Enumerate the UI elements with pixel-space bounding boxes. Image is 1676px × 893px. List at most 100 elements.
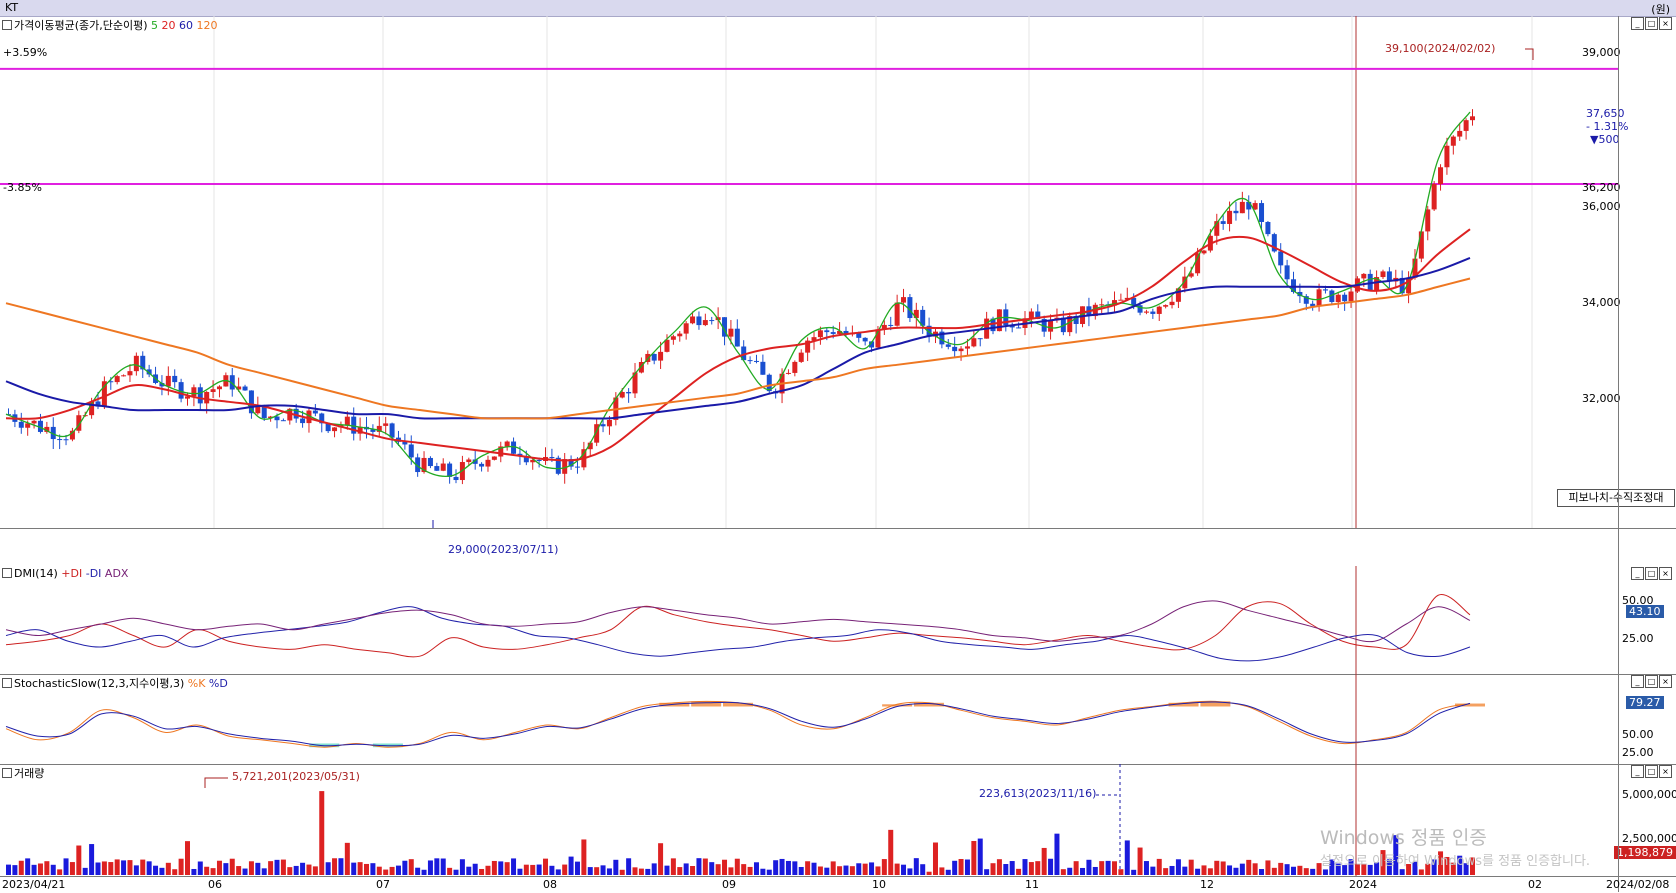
volume-bar bbox=[728, 867, 734, 875]
price-pane[interactable]: 가격이동평균(종가,단순이평) 5 20 60 120 _ □ × +3.59% -… bbox=[0, 16, 1676, 529]
candle-body bbox=[306, 410, 312, 424]
volume-bar bbox=[95, 862, 101, 875]
volume-bar bbox=[1316, 863, 1322, 875]
dmi-tick-25: 25.00 bbox=[1622, 632, 1654, 645]
stochastic-chart[interactable] bbox=[0, 674, 1676, 764]
volume-pane[interactable]: 거래량 _ □ × 5,721,201(2023/05/31) 223,613(20… bbox=[0, 764, 1676, 876]
volume-max-annotation: 5,721,201(2023/05/31) bbox=[232, 770, 360, 783]
candle-body bbox=[479, 463, 485, 467]
pane-min-icon[interactable]: _ bbox=[1631, 675, 1644, 688]
candle-body bbox=[472, 459, 478, 464]
volume-bar bbox=[89, 844, 95, 875]
candle-body bbox=[1348, 291, 1354, 302]
pane-max-icon[interactable]: □ bbox=[1645, 675, 1658, 688]
volume-bar bbox=[511, 858, 517, 875]
candle-body bbox=[996, 309, 1002, 332]
volume-bar bbox=[747, 866, 753, 875]
x-label-end: 2024/02/08 bbox=[1606, 878, 1670, 891]
dmi-pane[interactable]: DMI(14) +DI -DI ADX _ □ × 50.00 25.00 43.1… bbox=[0, 566, 1676, 675]
volume-bar bbox=[849, 866, 855, 875]
candle-body bbox=[159, 382, 165, 387]
candle-body bbox=[287, 408, 293, 421]
fibonacci-button[interactable]: 피보나치-수직조정대 bbox=[1557, 489, 1675, 507]
pane-max-icon[interactable]: □ bbox=[1645, 567, 1658, 580]
volume-bar bbox=[670, 858, 676, 875]
volume-bar bbox=[1201, 865, 1207, 875]
volume-bar bbox=[127, 860, 133, 875]
pane-close-icon[interactable]: × bbox=[1659, 765, 1672, 778]
legend-checkbox-icon[interactable] bbox=[2, 768, 12, 778]
candle-body bbox=[69, 430, 75, 440]
volume-bar bbox=[926, 871, 932, 875]
candle-body bbox=[63, 439, 69, 441]
candle-body bbox=[862, 337, 868, 342]
volume-bar bbox=[837, 866, 843, 875]
activation-watermark-text: 설정으로 이동하여 Windows를 정품 인증합니다. bbox=[1320, 854, 1591, 869]
candle-body bbox=[1233, 210, 1239, 214]
upper-line-pct: +3.59% bbox=[3, 46, 48, 59]
dmi-chart[interactable] bbox=[0, 566, 1676, 674]
current-price: 37,650 bbox=[1586, 107, 1625, 120]
pane-close-icon[interactable]: × bbox=[1659, 675, 1672, 688]
volume-bar bbox=[664, 865, 670, 875]
volume-bar bbox=[1169, 865, 1175, 875]
volume-bar bbox=[1092, 866, 1098, 875]
candle-body bbox=[722, 317, 728, 337]
candle-body bbox=[626, 391, 632, 394]
volume-bar bbox=[594, 867, 600, 875]
candle-body bbox=[1444, 145, 1450, 168]
volume-bar bbox=[1143, 861, 1149, 875]
volume-bar bbox=[952, 860, 958, 875]
volume-bar bbox=[12, 865, 18, 875]
legend-checkbox-icon[interactable] bbox=[2, 20, 12, 30]
candle-body bbox=[242, 386, 248, 391]
candle-body bbox=[977, 338, 983, 340]
legend-checkbox-icon[interactable] bbox=[2, 678, 12, 688]
volume-legend-prefix: 거래량 bbox=[14, 767, 45, 780]
volume-bar bbox=[1399, 869, 1405, 875]
candle-body bbox=[1246, 201, 1252, 210]
price-chart[interactable] bbox=[0, 16, 1676, 528]
candle-body bbox=[172, 375, 178, 383]
candle-body bbox=[300, 418, 306, 424]
pane-max-icon[interactable]: □ bbox=[1645, 765, 1658, 778]
volume-chart[interactable] bbox=[0, 764, 1676, 876]
pane-min-icon[interactable]: _ bbox=[1631, 765, 1644, 778]
low-leader bbox=[432, 520, 434, 528]
volume-bar bbox=[1450, 862, 1456, 875]
volume-bar bbox=[325, 862, 331, 875]
volume-bar bbox=[485, 865, 491, 875]
volume-bar bbox=[1252, 863, 1258, 875]
pane-min-icon[interactable]: _ bbox=[1631, 567, 1644, 580]
candle-body bbox=[50, 426, 56, 440]
volume-bar bbox=[1259, 869, 1265, 875]
volume-bar bbox=[332, 858, 338, 875]
candle-body bbox=[453, 476, 459, 481]
candle-body bbox=[677, 333, 683, 337]
legend-checkbox-icon[interactable] bbox=[2, 568, 12, 578]
volume-bar bbox=[1124, 840, 1130, 875]
volume-bar bbox=[741, 864, 747, 875]
candle-body bbox=[1361, 273, 1367, 279]
volume-bar bbox=[242, 868, 248, 875]
pane-min-icon[interactable]: _ bbox=[1631, 17, 1644, 30]
pane-close-icon[interactable]: × bbox=[1659, 17, 1672, 30]
pane-max-icon[interactable]: □ bbox=[1645, 17, 1658, 30]
stochastic-pane[interactable]: StochasticSlow(12,3,지수이평,3) %K %D _ □ × 50… bbox=[0, 674, 1676, 765]
candle-body bbox=[869, 341, 875, 348]
candle-body bbox=[229, 375, 235, 390]
candle-body bbox=[574, 466, 580, 468]
candle-body bbox=[108, 381, 114, 383]
candle-body bbox=[491, 456, 497, 460]
candle-body bbox=[1335, 294, 1341, 303]
volume-bar bbox=[971, 840, 977, 875]
candle-body bbox=[185, 396, 191, 399]
candle-body bbox=[236, 386, 242, 390]
candle-body bbox=[133, 355, 139, 372]
pane-close-icon[interactable]: × bbox=[1659, 567, 1672, 580]
volume-bar bbox=[338, 858, 344, 875]
volume-bar bbox=[268, 861, 274, 875]
candle-body bbox=[971, 338, 977, 347]
candle-body bbox=[1463, 120, 1469, 131]
overbought-fill bbox=[691, 701, 722, 707]
